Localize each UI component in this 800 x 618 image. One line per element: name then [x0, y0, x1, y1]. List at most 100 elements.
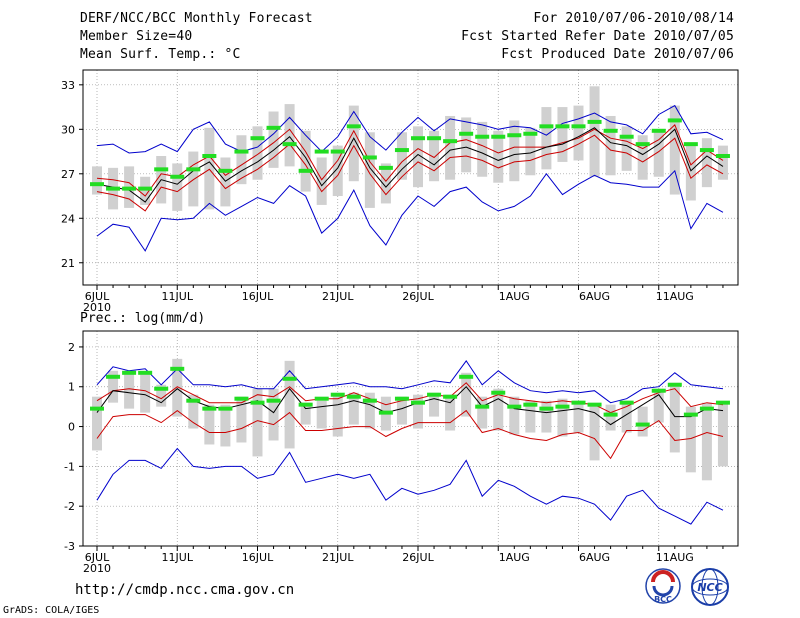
prec-median-marker: [459, 374, 474, 379]
prec-range-box: [284, 360, 295, 449]
temp-line-max: [96, 104, 724, 154]
prec-median-marker: [122, 370, 137, 375]
temp-range-box: [493, 130, 504, 183]
prec-median-marker: [587, 402, 602, 407]
temp-median-marker: [635, 142, 650, 147]
temp-median-marker: [202, 154, 217, 158]
prec-range-box: [669, 382, 680, 453]
temp-range-box: [717, 145, 728, 180]
temp-median-marker: [186, 167, 201, 172]
prec-x-tick-label: 6JUL: [85, 551, 110, 564]
prec-x-tick-label: 6AUG: [579, 551, 610, 564]
forecast-period: For 2010/07/06-2010/08/14: [533, 11, 734, 26]
prec-range-box: [509, 396, 520, 435]
temp-range-box: [348, 105, 359, 182]
prec-y-tick-label: -1: [64, 460, 75, 473]
temp-median-marker: [106, 186, 121, 191]
prec-range-box: [316, 400, 327, 429]
prec-median-marker: [427, 392, 442, 397]
prec-median-marker: [202, 406, 217, 411]
prec-y-tick-label: 1: [68, 381, 75, 394]
temp-range-box: [637, 135, 648, 180]
prec-median-marker: [603, 412, 618, 417]
temp-median-marker: [667, 118, 682, 123]
fcst-started-date: Fcst Started Refer Date 2010/07/05: [461, 29, 734, 44]
temp-y-tick-label: 33: [61, 79, 75, 92]
prec-median-marker: [715, 400, 730, 405]
temp-year-label: 2010: [83, 301, 111, 314]
temp-range-box: [557, 107, 568, 162]
prec-median-marker: [106, 374, 121, 379]
temp-median-marker: [170, 174, 185, 179]
temp-median-marker: [459, 131, 474, 136]
temp-range-box: [364, 132, 375, 208]
prec-range-box: [685, 406, 696, 473]
temp-median-marker: [282, 142, 297, 147]
prec-median-marker: [475, 404, 490, 409]
prec-range-box: [477, 396, 488, 429]
prec-x-tick-label: 21JUL: [322, 551, 354, 564]
temp-line-mean-minus-sd: [96, 134, 724, 212]
temp-range-box: [509, 120, 520, 182]
temp-line-mean: [96, 127, 724, 203]
prec-range-box: [92, 396, 102, 451]
temp-median-marker: [523, 131, 538, 136]
source-url[interactable]: http://cmdp.ncc.cma.gov.cn: [75, 582, 295, 598]
prec-range-box: [653, 388, 664, 423]
temp-range-box: [621, 126, 632, 171]
temp-range-box: [380, 163, 391, 204]
temp-range-box: [701, 138, 712, 188]
prec-range-box: [236, 396, 247, 443]
prec-range-box: [589, 404, 600, 461]
prec-range-box: [541, 400, 552, 433]
prec-range-box: [204, 404, 215, 445]
temp-range-box: [268, 111, 279, 168]
prec-range-box: [557, 398, 568, 437]
prec-median-marker: [683, 412, 698, 417]
prec-range-box: [573, 400, 584, 433]
prec-range-box: [156, 384, 167, 407]
prec-range-box: [332, 394, 343, 437]
prec-year-label: 2010: [83, 562, 111, 575]
temp-median-marker: [330, 149, 345, 154]
temp-median-marker: [715, 154, 730, 158]
prec-range-box: [461, 372, 472, 417]
prec-range-box: [493, 388, 504, 431]
temp-median-marker: [475, 134, 490, 139]
prec-median-marker: [651, 388, 666, 393]
prec-median-marker: [266, 398, 281, 403]
prec-range-box: [268, 388, 279, 441]
prec-x-tick-label: 26JUL: [402, 551, 434, 564]
temp-range-box: [316, 157, 327, 205]
prec-line-mean-plus-sd: [96, 382, 724, 414]
chart-title: DERF/NCC/BCC Monthly Forecast: [80, 11, 313, 26]
ncc-logo-text: NCC: [697, 581, 722, 594]
prec-range-box: [348, 392, 359, 425]
temp-range-box: [685, 142, 696, 201]
prec-median-marker: [362, 398, 377, 403]
temp-median-marker: [154, 167, 169, 172]
temp-median-marker: [314, 149, 329, 154]
temp-x-tick-label: 11JUL: [162, 290, 194, 303]
temp-range-box: [669, 105, 680, 195]
prec-median-marker: [378, 410, 393, 415]
prec-x-tick-label: 11JUL: [162, 551, 194, 564]
prec-median-marker: [555, 404, 570, 409]
prec-range-box: [621, 400, 632, 433]
prec-median-marker: [154, 386, 169, 391]
prec-median-marker: [443, 394, 458, 399]
temp-x-tick-label: 6JUL: [85, 290, 110, 303]
member-size: Member Size=40: [80, 29, 193, 44]
prec-median-marker: [571, 400, 586, 405]
temp-median-marker: [603, 128, 618, 133]
temp-median-marker: [699, 148, 714, 153]
prec-range-box: [717, 402, 728, 467]
temp-median-marker: [250, 136, 265, 141]
prec-range-box: [605, 404, 616, 431]
temp-median-marker: [122, 186, 137, 191]
temp-range-box: [589, 86, 600, 177]
temp-range-box: [653, 129, 664, 177]
bcc-logo-text: BCC: [654, 595, 672, 604]
ncc-logo: NCC: [691, 568, 729, 606]
